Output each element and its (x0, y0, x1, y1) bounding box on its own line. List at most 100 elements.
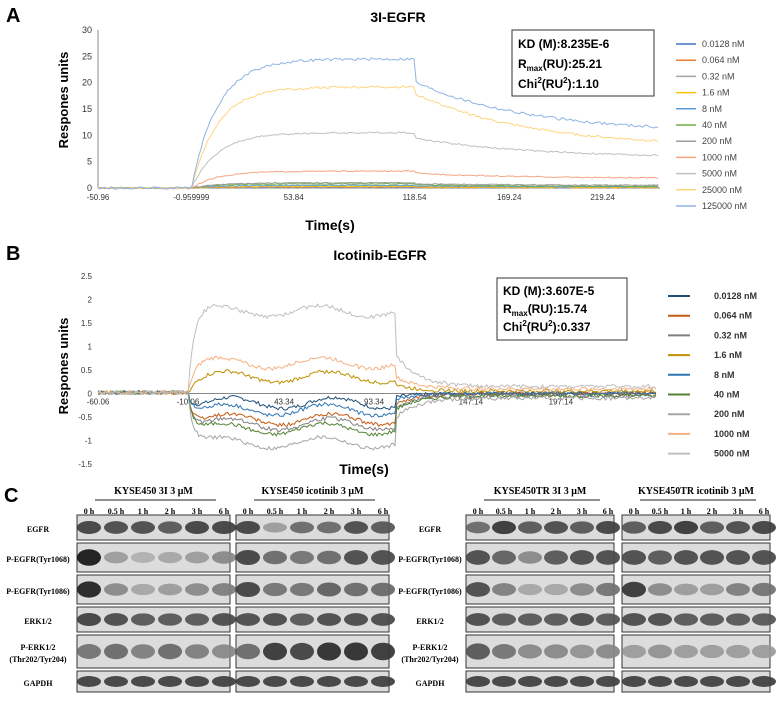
blot-band (236, 549, 260, 566)
sensorgram-line-a (97, 131, 659, 190)
legend-label-a: 5000 nM (702, 169, 737, 179)
blot-band (77, 676, 101, 687)
y-tick-label-b: 2 (88, 296, 93, 305)
y-axis-label-a: Respones units (56, 52, 71, 149)
blot-timepoint-label: 3 h (577, 507, 588, 516)
blot-band (622, 644, 646, 659)
blot-row-label: P-EGFR(Tyr1086) (6, 587, 70, 596)
blot-band (596, 582, 620, 597)
blot-band (185, 521, 209, 534)
sensorgram-line-b (97, 303, 657, 396)
blot-band (674, 550, 698, 565)
blot-band (752, 582, 776, 597)
blot-timepoint-label: 2 h (707, 507, 718, 516)
legend-label-b: 1.6 nM (714, 350, 742, 360)
blot-timepoint-label: 0 h (629, 507, 640, 516)
blot-band (570, 583, 594, 596)
blot-band (570, 676, 594, 687)
inset-chi-a: Chi2(RU2):1.10 (518, 76, 599, 91)
y-tick-label-b: 0.5 (81, 366, 93, 375)
blot-band (77, 613, 101, 626)
blot-timepoint-label: 1 h (297, 507, 308, 516)
y-tick-label-a: 30 (82, 25, 92, 35)
y-tick-label-b: 2.5 (81, 272, 93, 281)
x-axis-label-a: Time(s) (305, 217, 355, 233)
blot-timepoint-label: 3 h (733, 507, 744, 516)
blot-timepoint-label: 1 h (525, 507, 536, 516)
blot-band (131, 644, 155, 659)
legend-label-a: 0.0128 nM (702, 39, 745, 49)
y-axis-label-b: Respones units (56, 318, 71, 415)
blot-group-title: KYSE450 icotinib 3 μM (261, 486, 364, 497)
blot-band (185, 644, 209, 659)
blot-band (212, 644, 236, 659)
blot-band (212, 521, 236, 534)
blot-band (570, 613, 594, 626)
legend-label-a: 8 nM (702, 104, 722, 114)
y-tick-label-a: 10 (82, 130, 92, 140)
blot-timepoint-label: 3 h (192, 507, 203, 516)
blot-band (185, 613, 209, 626)
blot-band (700, 644, 724, 659)
blot-band (492, 583, 516, 596)
blot-band (185, 676, 209, 687)
y-tick-label-b: 1 (88, 343, 93, 352)
blot-band (596, 613, 620, 626)
blot-band (544, 676, 568, 687)
blot-band (466, 582, 490, 597)
blot-band (648, 583, 672, 596)
blot-row-label: ERK1/2 (24, 617, 52, 626)
blot-band (77, 549, 101, 566)
blot-band (104, 643, 128, 660)
sensorgram-line-a (97, 85, 659, 190)
blot-band (596, 550, 620, 565)
blot-band (570, 521, 594, 534)
blot-band (104, 521, 128, 534)
blot-band (104, 613, 128, 626)
blot-band (544, 613, 568, 626)
x-tick-label-b: -10.06 (177, 398, 200, 407)
blot-band (518, 583, 542, 596)
blot-band (518, 551, 542, 564)
blot-band (317, 550, 341, 565)
blot-row-label: P-EGFR(Tyr1068) (398, 555, 462, 564)
blot-timepoint-label: 2 h (165, 507, 176, 516)
y-tick-label-a: 25 (82, 51, 92, 61)
blot-band (344, 676, 368, 687)
x-tick-label-a: 118.54 (403, 193, 427, 202)
blot-band (263, 582, 287, 597)
blot-band (317, 582, 341, 597)
plot-area-b: -1.5 -1 -0.5 0 0.5 1 1.5 2 2.5 -60.06 -10.06 43.34 9… (78, 272, 657, 469)
x-tick-label-a: 219.24 (590, 193, 615, 202)
legend-label-a: 125000 nM (702, 201, 747, 211)
blot-band (674, 644, 698, 659)
blot-band (518, 521, 542, 534)
panel-b-chart: B Icotinib-EGFR Respones units Time(s) -… (6, 243, 757, 477)
blot-band (544, 644, 568, 659)
blot-band (131, 613, 155, 626)
blot-band (317, 642, 341, 661)
sensorgram-line-b (98, 389, 657, 437)
blot-band (622, 581, 646, 598)
blot-band (700, 521, 724, 534)
panel-a: A 3I-EGFR Respones units Time(s) 0 5 10 15 2… (0, 0, 782, 235)
blot-band (236, 581, 260, 598)
blot-band (236, 613, 260, 626)
sensorgram-line-b (97, 390, 657, 451)
plot-area-a: 0 5 10 15 20 25 30 -50.96 -0.959999 53.84 118.54 16… (82, 25, 660, 202)
blot-row-label: GAPDH (416, 679, 446, 688)
blot-band (344, 550, 368, 565)
blot-band (77, 643, 101, 660)
blot-band (185, 551, 209, 564)
blot-row-label: P-ERK1/2 (412, 643, 447, 652)
blot-row-label: P-ERK1/2 (20, 643, 55, 652)
blot-band (466, 643, 490, 660)
legend-label-a: 200 nM (702, 136, 732, 146)
blot-band (371, 676, 395, 687)
sensorgram-line-b (97, 355, 657, 396)
x-tick-label-b: -60.06 (87, 398, 110, 407)
chart-title-a: 3I-EGFR (370, 9, 425, 25)
blot-band (344, 642, 368, 661)
blot-timepoint-label: 2 h (551, 507, 562, 516)
